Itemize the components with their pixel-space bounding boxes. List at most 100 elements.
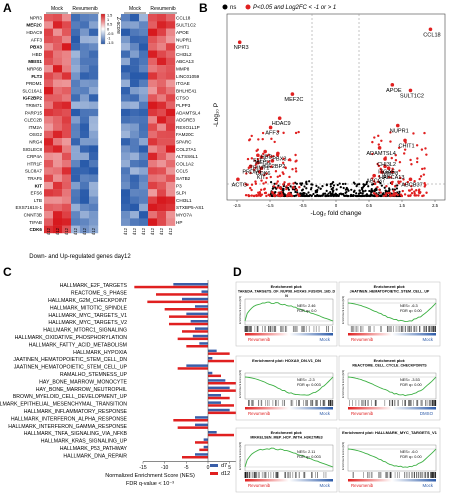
volcano-point-ns (301, 188, 304, 191)
bar-d7 (208, 394, 221, 397)
heatmap-right-cell (139, 211, 149, 219)
volcano-point-sig (284, 166, 287, 170)
volcano-point-sig (298, 194, 301, 197)
gene-label-left: AFF3 (31, 37, 43, 42)
heatmap-right-cell (166, 87, 176, 95)
heatmap-right-cell (157, 57, 167, 66)
gsea-y-label: Enrichment score (ES) (341, 370, 345, 398)
volcano-gene-label: CCL18 (423, 32, 440, 38)
heatmap-right-cell (139, 152, 149, 161)
bar-d12 (182, 330, 208, 333)
volcano-point-sig (422, 194, 425, 197)
heatmap-right-cell (148, 35, 158, 44)
bar-category-label: HALLMARK_EPITHELIAL_MESENCHYMAL_TRANSITI… (0, 402, 127, 408)
volcano-point-sig (277, 130, 280, 133)
volcano-point-ns (356, 194, 359, 198)
volcano-point-ns (379, 182, 382, 185)
volcano-point-highlight (377, 146, 382, 150)
gene-label-right: COL27A1 (176, 147, 197, 152)
gsea-es-curve (244, 301, 334, 322)
heatmap-right-cell (139, 87, 149, 95)
heatmap-right-cell (121, 72, 131, 80)
heatmap-left-cell (62, 50, 72, 58)
volcano-point-sig (413, 194, 417, 197)
heatmap-right-cell (157, 174, 167, 183)
heatmap-left-cell (80, 65, 90, 73)
heatmap-left-cell (62, 152, 72, 161)
heatmap-left-cell (80, 28, 90, 37)
heatmap-right-cell (139, 130, 149, 139)
heatmap-left-cell (80, 108, 90, 117)
gsea-title: Enrichment plot: (271, 430, 303, 435)
heatmap-right-cell (121, 160, 131, 168)
volcano-point-sig (273, 140, 276, 144)
volcano-point-sig (374, 193, 377, 196)
heatmap-right-cell (139, 50, 149, 58)
heatmap-right-cell (157, 101, 167, 110)
heatmap-right-cell (148, 211, 158, 219)
heatmap-right-cell (130, 152, 140, 161)
bar-d12 (164, 308, 208, 311)
heatmap-left-cell (53, 130, 63, 139)
heatmap-right-cell (166, 189, 176, 197)
volcano-point-ns (370, 187, 373, 191)
volcano-point-sig (255, 194, 258, 197)
colorbar-label: Z-score (115, 17, 121, 34)
volcano-point-ns (339, 185, 342, 189)
volcano-point-sig (249, 186, 252, 190)
heatmap-right-cell (139, 65, 149, 73)
heatmap-left-cell (89, 160, 99, 168)
volcano-point-ns (315, 194, 318, 198)
bar-d7 (203, 445, 208, 449)
heatmap-left-cell (80, 79, 90, 88)
volcano-point-sig (273, 194, 277, 198)
heatmap-left-cell (53, 28, 63, 37)
volcano-y-label: -Log₁₀ P (213, 103, 220, 127)
volcano-point-sig (377, 164, 381, 168)
heatmap-left-cell (71, 174, 81, 183)
gsea-right-label: Mock (423, 337, 434, 342)
heatmap-left-cell (53, 160, 63, 168)
volcano-point-sig (422, 173, 426, 176)
heatmap-left-cell (44, 94, 54, 102)
heatmap-left-cell (89, 57, 99, 66)
heatmap-right-cell (157, 130, 167, 139)
heatmap-left-cell (53, 211, 63, 219)
volcano-point-sig (396, 193, 399, 197)
heatmap-right-cell (166, 79, 176, 88)
heatmap-left-cell (80, 123, 90, 131)
heatmap-left-cell (53, 189, 63, 197)
volcano-point-sig (288, 182, 291, 185)
volcano-point-ns (351, 194, 355, 197)
bar-d12 (208, 382, 239, 385)
gsea-y-label: Enrichment score (ES) (341, 296, 345, 324)
volcano-point-ns (358, 183, 361, 186)
volcano-gene-label: ACTG (232, 182, 248, 188)
heatmap-left-cell (80, 152, 90, 161)
volcano-point-ns (307, 191, 310, 194)
heatmap-left-cell (71, 35, 81, 44)
bar-category-label: BROWN_MYELOID_CELL_DEVELOPMENT_UP (13, 394, 128, 400)
gene-label-left: HDAC9 (26, 30, 42, 35)
heatmap-left-cell (71, 138, 81, 146)
colorbar-tick: -1 (107, 37, 110, 41)
volcano-point-highlight (263, 149, 267, 154)
heatmap-left-cell (62, 160, 72, 168)
bar-x-label-2: FDR q-value < 10⁻³ (126, 481, 174, 487)
gsea-title-2: REACTOME_CELL_CYCLE_CHECKPOINTS (352, 364, 427, 368)
bar-category-label: HALLMARK_HYPOXIA (73, 350, 127, 356)
volcano-point-highlight (270, 159, 275, 163)
volcano-point-sig (262, 152, 265, 156)
volcano-point-ns (366, 194, 370, 198)
gene-label-left: PARP15 (25, 110, 43, 115)
heatmap-left-cell (89, 189, 99, 197)
volcano-point-sig (409, 194, 412, 197)
heatmap-left-cell (44, 43, 54, 51)
heatmap-right-cell (130, 116, 140, 124)
colorbar-tick: -0.5 (107, 32, 114, 36)
bar-category-label: REACTOME_S_PHASE (71, 291, 128, 297)
gene-label-right: LINC01059 (176, 74, 200, 79)
gsea-plot-area (244, 372, 334, 400)
heatmap-right-cell (157, 65, 167, 73)
heatmap-right-cell (130, 50, 140, 58)
